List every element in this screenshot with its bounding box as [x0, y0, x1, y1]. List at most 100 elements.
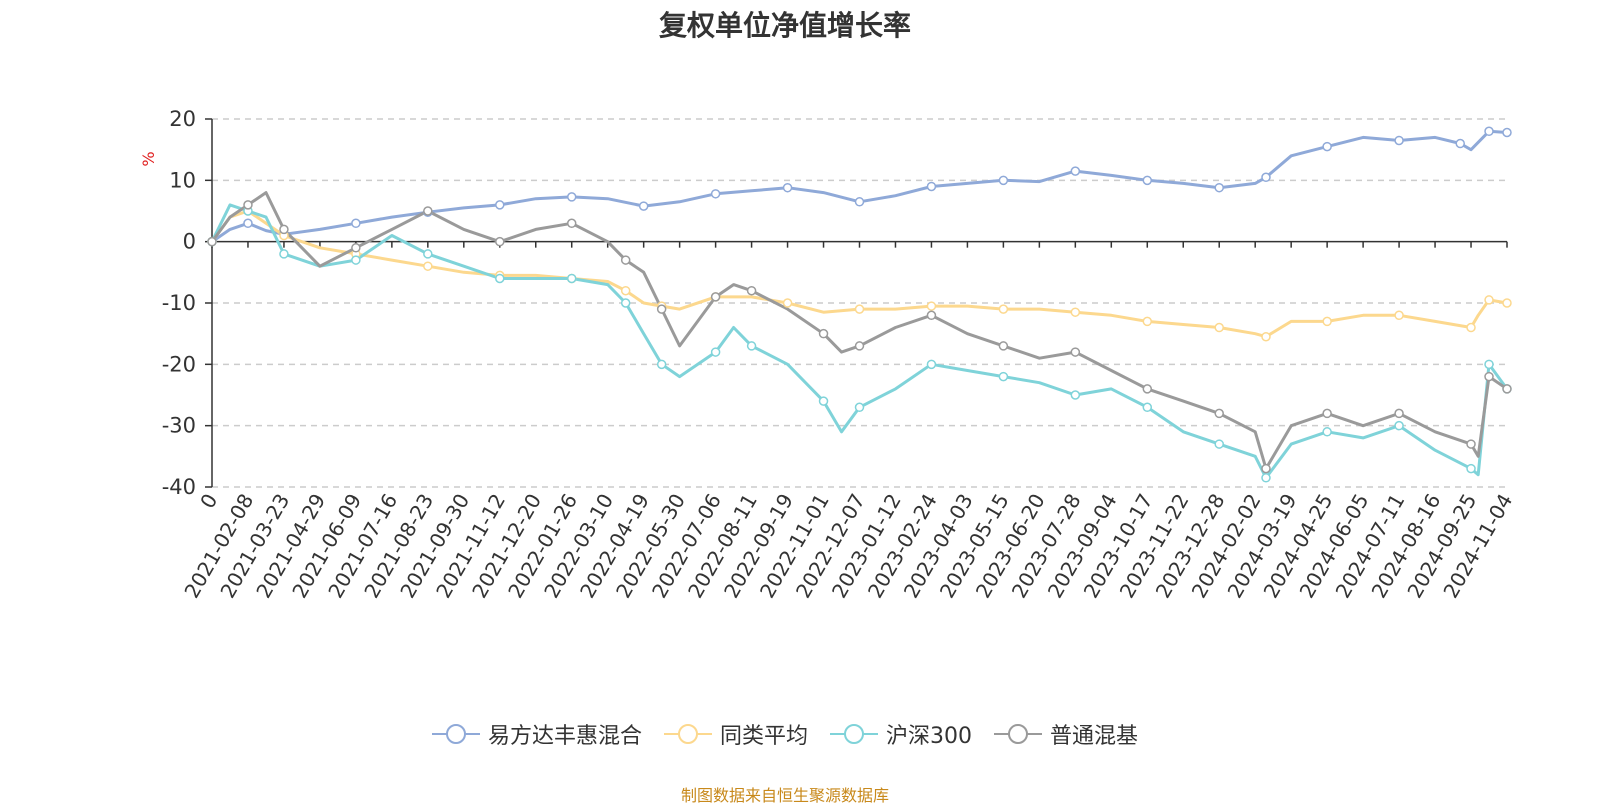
data-point — [1466, 439, 1476, 449]
data-point — [207, 236, 217, 247]
data-point — [710, 292, 721, 302]
legend-item[interactable]: 普通混基 — [994, 718, 1138, 750]
y-tick-label: 20 — [169, 107, 196, 131]
data-point — [620, 298, 631, 308]
legend-symbol — [663, 724, 712, 744]
legend-item[interactable]: 沪深300 — [830, 718, 972, 750]
legend-marker — [844, 724, 864, 744]
data-point — [1142, 402, 1153, 413]
data-point — [1484, 295, 1494, 305]
data-point — [782, 182, 793, 193]
series-line — [210, 129, 1509, 244]
data-point — [926, 301, 937, 311]
data-point — [926, 359, 937, 370]
data-point — [243, 200, 253, 210]
data-point — [1261, 463, 1271, 474]
data-point — [620, 255, 631, 265]
data-point — [351, 243, 361, 253]
data-point — [854, 304, 865, 314]
data-point — [1484, 371, 1494, 382]
data-point — [495, 236, 505, 247]
data-point — [1261, 172, 1271, 183]
data-point — [1214, 439, 1224, 449]
legend-symbol — [431, 724, 480, 744]
data-point — [1394, 310, 1404, 321]
data-point — [854, 341, 865, 351]
legend-marker — [1008, 724, 1028, 744]
legend-item[interactable]: 易方达丰惠混合 — [431, 718, 642, 750]
data-point — [243, 218, 253, 229]
data-point — [998, 175, 1009, 186]
data-point — [566, 192, 577, 202]
y-tick-label: -10 — [162, 291, 196, 315]
data-point — [1261, 331, 1271, 342]
data-point — [1484, 359, 1494, 370]
data-point — [1394, 420, 1404, 431]
data-point — [495, 200, 505, 210]
data-point — [1466, 322, 1476, 333]
data-point — [1142, 316, 1153, 327]
legend-item[interactable]: 同类平均 — [663, 718, 808, 750]
data-point — [998, 304, 1009, 314]
source-note: 制图数据来自恒生聚源数据库 — [680, 786, 889, 805]
data-point — [620, 285, 631, 296]
data-point — [656, 304, 667, 314]
data-point — [998, 371, 1009, 382]
legend-label: 沪深300 — [886, 724, 972, 749]
line-chart: 20100-10-20-30-40%02021-02-082021-03-232… — [139, 107, 1517, 602]
data-point — [1070, 307, 1081, 317]
data-point — [926, 310, 937, 321]
series-line — [210, 203, 1509, 480]
data-point — [1070, 166, 1081, 176]
legend-label: 普通混基 — [1050, 724, 1139, 749]
data-point — [351, 255, 361, 265]
y-tick-label: 10 — [169, 168, 196, 192]
legend-label: 易方达丰惠混合 — [487, 724, 642, 749]
legend-marker — [445, 724, 466, 744]
data-point — [1322, 141, 1332, 152]
data-point — [1214, 182, 1224, 193]
y-axis-label: % — [139, 151, 158, 166]
data-point — [1322, 427, 1332, 437]
data-point — [1394, 408, 1404, 419]
data-point — [1070, 347, 1081, 357]
data-point — [566, 218, 577, 229]
y-tick-label: -40 — [162, 475, 196, 499]
data-point — [710, 347, 721, 357]
data-point — [1214, 322, 1224, 333]
data-point — [1322, 408, 1332, 419]
series-line — [210, 191, 1509, 471]
legend-marker — [677, 724, 698, 744]
data-point — [423, 206, 433, 216]
data-point — [1070, 390, 1081, 400]
series-line — [210, 209, 1509, 339]
legend-label: 同类平均 — [719, 724, 808, 749]
data-point — [818, 396, 829, 406]
data-point — [1214, 408, 1224, 419]
legend: 易方达丰惠混合 同类平均 沪深300 普通混基 — [0, 718, 1570, 750]
data-point — [638, 201, 649, 211]
data-point — [818, 328, 829, 339]
data-point — [1484, 126, 1494, 137]
data-point — [782, 298, 793, 308]
data-point — [566, 273, 577, 284]
y-tick-label: 0 — [183, 230, 196, 254]
data-point — [746, 285, 757, 296]
data-point — [1502, 384, 1512, 394]
data-point — [710, 189, 721, 199]
data-point — [423, 261, 433, 271]
data-point — [1322, 316, 1332, 327]
data-point — [495, 273, 505, 284]
legend-symbol — [994, 724, 1042, 744]
data-point — [854, 402, 865, 413]
data-point — [656, 359, 667, 370]
y-tick-label: -20 — [162, 352, 196, 376]
x-tick-label: 0 — [195, 490, 222, 513]
data-point — [1502, 298, 1512, 308]
data-point — [279, 224, 289, 235]
data-point — [926, 181, 937, 192]
data-point — [1142, 384, 1153, 394]
y-tick-label: -30 — [162, 414, 196, 438]
data-point — [1394, 135, 1404, 146]
data-point — [1502, 127, 1512, 138]
